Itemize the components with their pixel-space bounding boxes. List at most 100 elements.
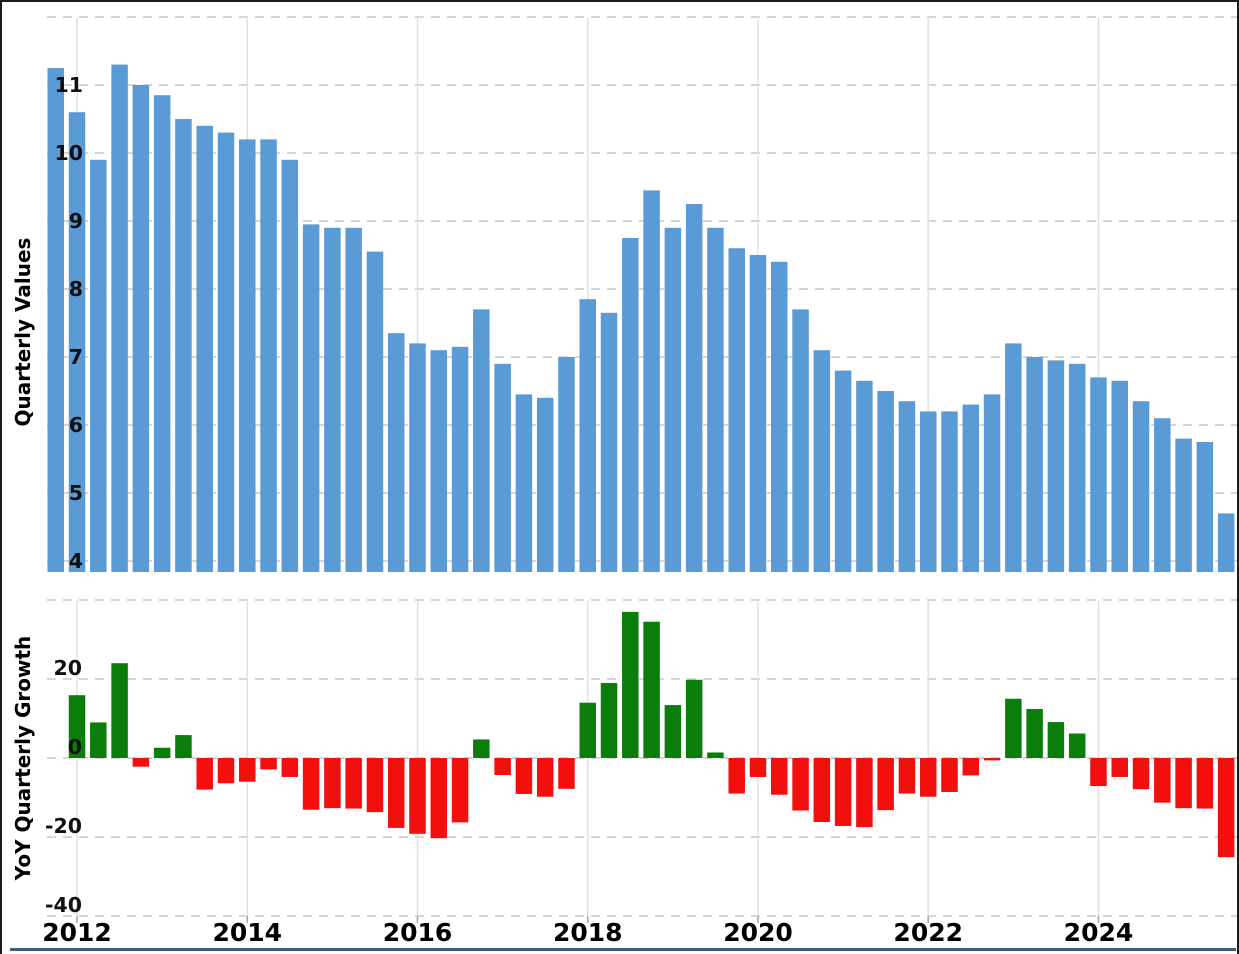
quarterly-value-bar <box>111 64 128 572</box>
yoy-growth-bar <box>898 758 916 794</box>
x-tick-label: 2014 <box>212 918 282 947</box>
quarterly-value-bar <box>68 112 86 572</box>
yoy-growth-bar <box>387 758 405 828</box>
quarterly-value-bar <box>749 255 767 572</box>
yoy-growth-bar <box>600 682 618 758</box>
top-y-tick-label: 10 <box>54 141 83 165</box>
quarterly-value-bar <box>707 227 724 573</box>
top-y-tick-label: 6 <box>69 413 83 437</box>
quarterly-value-bar <box>175 119 192 572</box>
bottom-y-tick-label: -20 <box>45 814 82 838</box>
quarterly-value-bar <box>387 333 405 572</box>
x-tick-label: 2024 <box>1064 918 1134 947</box>
yoy-growth-bar <box>962 758 980 776</box>
yoy-growth-bar <box>217 758 235 784</box>
quarterly-value-bar <box>1196 442 1214 572</box>
quarterly-value-bar <box>1217 513 1235 572</box>
yoy-growth-bar <box>919 758 937 797</box>
yoy-growth-bar <box>856 758 873 828</box>
yoy-growth-bar <box>1005 698 1022 758</box>
quarterly-value-bar <box>1175 438 1192 572</box>
yoy-growth-bar <box>1068 733 1086 758</box>
yoy-growth-bar <box>451 758 469 823</box>
yoy-growth-bar <box>515 758 533 794</box>
quarterly-value-bar <box>771 261 788 572</box>
top-y-tick-label: 11 <box>54 73 83 97</box>
quarterly-value-bar <box>515 394 533 572</box>
quarterly-value-bar <box>1026 357 1043 572</box>
quarterly-value-bar <box>1111 380 1128 572</box>
quarterly-value-bar <box>132 85 150 572</box>
top-y-tick-label: 9 <box>69 209 83 233</box>
quarterly-value-bar <box>260 139 277 572</box>
quarterly-value-bar <box>643 190 660 572</box>
yoy-growth-bar <box>685 679 703 758</box>
quarterly-value-bar <box>1068 363 1086 572</box>
quarterly-value-bar <box>90 159 107 573</box>
yoy-growth-bar <box>1132 758 1150 790</box>
top-y-tick-label: 5 <box>69 481 83 505</box>
quarterly-value-bar <box>1047 360 1065 572</box>
bottom-y-tick-label: 0 <box>68 735 82 759</box>
yoy-growth-bar <box>771 758 788 795</box>
quarterly-value-bar <box>558 357 575 572</box>
quarterly-value-bar <box>919 411 937 572</box>
quarterly-value-bar <box>196 125 213 573</box>
yoy-growth-bar <box>1047 722 1065 758</box>
yoy-growth-bar <box>558 758 575 789</box>
yoy-growth-bar <box>430 758 448 839</box>
quarterly-value-bar <box>345 227 362 573</box>
quarterly-value-bar <box>941 411 958 572</box>
yoy-growth-bar <box>366 758 384 813</box>
yoy-growth-bar <box>1111 758 1128 777</box>
quarterly-value-bar <box>281 159 299 573</box>
yoy-growth-bar <box>90 722 107 758</box>
quarterly-value-bar <box>898 401 916 572</box>
quarterly-value-bar <box>302 224 320 572</box>
quarterly-value-bar <box>217 132 235 572</box>
quarterly-value-bar <box>239 139 256 572</box>
yoy-growth-bar <box>1196 758 1214 809</box>
quarterly-value-bar <box>1154 418 1171 572</box>
quarterly-value-bar <box>1132 401 1150 572</box>
yoy-growth-bar <box>473 739 490 758</box>
quarterly-value-bar <box>366 251 384 572</box>
quarterly-value-bar <box>600 312 618 572</box>
yoy-growth-bar <box>345 758 362 809</box>
quarterly-value-bar <box>430 350 448 572</box>
quarterly-value-bar <box>473 309 490 572</box>
yoy-growth-bar <box>260 758 277 770</box>
yoy-growth-bar <box>196 758 213 790</box>
quarterly-value-bar <box>153 95 171 572</box>
yoy-growth-bar <box>1090 758 1107 787</box>
yoy-growth-bar <box>579 702 596 758</box>
quarterly-value-bar <box>47 68 64 572</box>
quarterly-value-bar <box>983 394 1001 572</box>
x-tick-label: 2022 <box>893 918 963 947</box>
yoy-growth-bar <box>281 758 299 777</box>
quarterly-value-bar <box>664 227 682 573</box>
x-tick-label: 2016 <box>383 918 453 947</box>
yoy-growth-bar <box>834 758 852 826</box>
quarterly-value-bar <box>409 343 426 572</box>
top-y-tick-label: 7 <box>69 345 83 369</box>
quarterly-value-bar <box>451 346 469 572</box>
yoy-growth-bar <box>409 758 426 834</box>
yoy-growth-bar <box>1026 709 1043 758</box>
yoy-growth-bar <box>877 758 894 811</box>
yoy-growth-bar <box>792 758 809 811</box>
quarterly-value-bar <box>622 238 639 572</box>
bottom-divider <box>10 948 1236 951</box>
yoy-growth-bar <box>175 735 192 758</box>
yoy-growth-bar <box>749 758 767 777</box>
yoy-growth-bar <box>1154 758 1171 803</box>
top-y-tick-label: 4 <box>69 549 83 573</box>
quarterly-value-bar <box>1090 377 1107 572</box>
quarterly-value-bar <box>1005 343 1022 572</box>
yoy-growth-bar <box>153 747 171 758</box>
quarterly-value-bar <box>856 380 873 572</box>
yoy-growth-bar <box>68 695 86 758</box>
quarterly-value-bar <box>685 204 703 572</box>
yoy-growth-bar <box>302 758 320 810</box>
